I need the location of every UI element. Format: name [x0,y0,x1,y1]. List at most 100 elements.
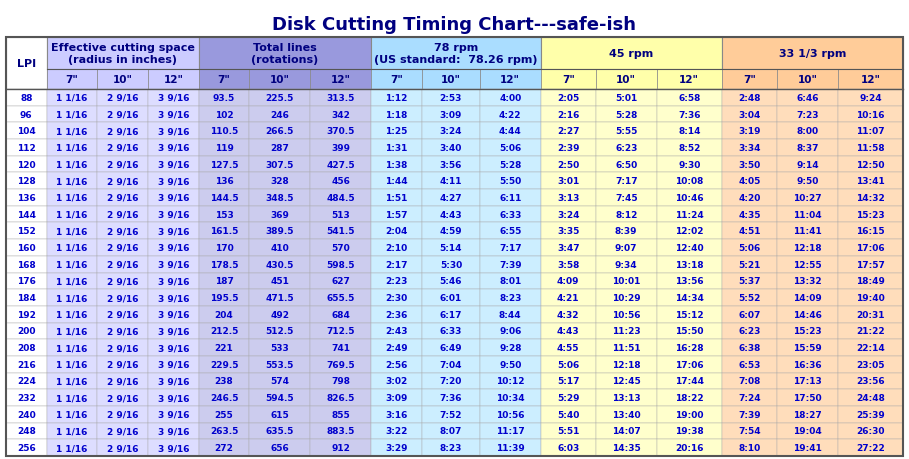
Text: 6:01: 6:01 [440,293,462,302]
Text: 8:00: 8:00 [796,127,818,136]
Bar [480,223,541,240]
Text: 136: 136 [17,194,35,202]
Bar [541,389,595,406]
Bar [777,207,838,223]
Bar [199,70,249,90]
Bar [199,290,249,306]
Text: 512.5: 512.5 [265,327,295,336]
Text: 4:59: 4:59 [440,227,462,236]
Bar [97,157,148,173]
Text: 2:10: 2:10 [385,243,407,252]
Bar [777,256,838,273]
Text: 3 9/16: 3 9/16 [157,310,189,319]
Bar [656,306,722,323]
Text: 1 1/16: 1 1/16 [56,144,87,152]
Text: 11:17: 11:17 [496,426,524,436]
Text: 2 9/16: 2 9/16 [107,293,138,302]
Bar [310,356,371,373]
Text: 7:08: 7:08 [738,377,761,386]
Text: 224: 224 [17,377,35,386]
Bar [310,389,371,406]
Text: 10:12: 10:12 [496,377,524,386]
Text: 8:01: 8:01 [499,277,522,285]
Bar [6,356,46,373]
Bar [656,373,722,389]
Text: 4:44: 4:44 [499,127,522,136]
Text: 266.5: 266.5 [265,127,295,136]
Text: 128: 128 [17,177,35,186]
Bar [541,290,595,306]
Text: 8:12: 8:12 [615,210,637,219]
Text: 17:44: 17:44 [674,377,704,386]
Text: 5:51: 5:51 [557,426,579,436]
Bar [371,356,422,373]
Text: 7:17: 7:17 [614,177,637,186]
Bar [777,273,838,290]
Text: 11:58: 11:58 [856,144,884,152]
Bar [371,173,422,190]
Bar [777,389,838,406]
Bar [422,340,480,356]
Bar [97,423,148,439]
Bar [199,373,249,389]
Bar [46,173,97,190]
Bar [97,340,148,356]
Bar [656,290,722,306]
Bar [838,240,903,256]
Bar [595,140,656,157]
Text: 6:17: 6:17 [440,310,462,319]
Bar [199,356,249,373]
Text: 6:50: 6:50 [615,160,637,169]
Bar [46,306,97,323]
Text: 6:11: 6:11 [499,194,522,202]
Bar [97,290,148,306]
Bar [838,123,903,140]
Bar [310,306,371,323]
Bar [722,389,777,406]
Bar [422,106,480,123]
Bar [541,240,595,256]
Bar [595,423,656,439]
Text: 3:13: 3:13 [557,194,579,202]
Text: 2 9/16: 2 9/16 [107,194,138,202]
Text: 3 9/16: 3 9/16 [157,194,189,202]
Bar [595,190,656,207]
Text: 769.5: 769.5 [326,360,355,369]
Bar [722,240,777,256]
Text: 3 9/16: 3 9/16 [157,360,189,369]
Text: 4:43: 4:43 [440,210,462,219]
Text: 1 1/16: 1 1/16 [56,160,87,169]
Text: 16:15: 16:15 [856,227,884,236]
Text: 12:18: 12:18 [612,360,641,369]
Bar [541,423,595,439]
Bar [722,106,777,123]
Text: 7:23: 7:23 [796,110,819,119]
Text: 307.5: 307.5 [265,160,295,169]
Bar [6,256,46,273]
Bar [722,207,777,223]
Text: 4:05: 4:05 [738,177,761,186]
Text: 17:57: 17:57 [856,260,884,269]
Bar [371,123,422,140]
Bar [371,190,422,207]
Bar [777,223,838,240]
Bar [148,306,199,323]
Text: 1 1/16: 1 1/16 [56,293,87,302]
Text: 7:39: 7:39 [738,410,761,419]
Text: 2:16: 2:16 [557,110,579,119]
Text: 5:28: 5:28 [615,110,637,119]
Bar [199,207,249,223]
Bar [838,423,903,439]
Bar [480,90,541,106]
Bar [777,439,838,456]
Text: 2:49: 2:49 [385,343,408,353]
Bar [777,373,838,389]
Bar [97,140,148,157]
Text: 7:36: 7:36 [678,110,701,119]
Bar [422,90,480,106]
Text: 17:06: 17:06 [675,360,704,369]
Text: 7:20: 7:20 [440,377,462,386]
Text: 11:07: 11:07 [856,127,884,136]
Text: Total lines
(rotations): Total lines (rotations) [251,43,318,65]
Text: 533: 533 [271,343,289,353]
